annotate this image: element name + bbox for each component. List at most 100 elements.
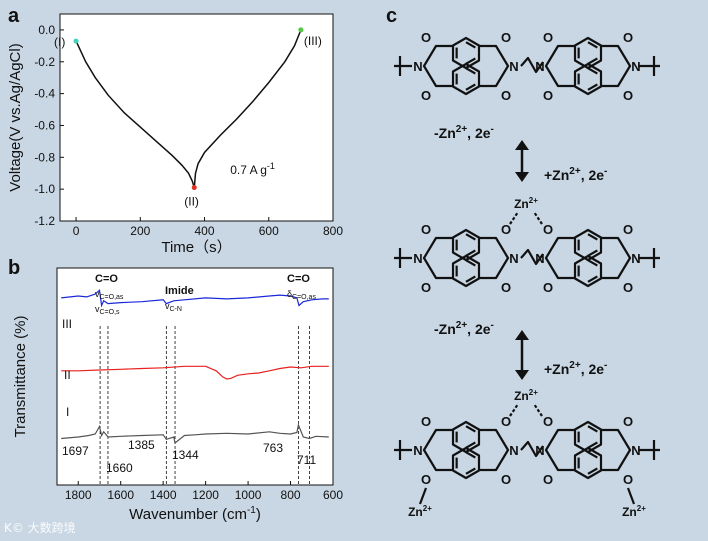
ndi-ring-bottom-1-1 xyxy=(573,254,603,288)
ndi-ring-bottom-2-0-double-bond xyxy=(465,451,476,459)
imide-right-1-0 xyxy=(479,236,510,280)
y-tick-label-a: -0.4 xyxy=(34,87,55,101)
gcd-curve-1 xyxy=(193,29,302,188)
ndi-ring-top-2-0 xyxy=(451,420,481,454)
panel-letter-a: a xyxy=(8,5,20,27)
peak-label-711: 711 xyxy=(297,453,316,467)
curve-label-III: III xyxy=(62,317,72,331)
group-mode-2-0: δC=O,as xyxy=(287,289,316,301)
nitrogen-atom: N xyxy=(631,251,640,266)
imide-left-0-1 xyxy=(544,44,575,88)
polymer-bracket-right-0 xyxy=(638,56,660,76)
ndi-ring-top-2-1 xyxy=(573,420,603,454)
ndi-ring-top-1-0 xyxy=(451,228,481,262)
oxygen-atom: O xyxy=(501,222,511,237)
imide-right-0-1 xyxy=(601,44,632,88)
imide-right-1-1 xyxy=(601,236,632,280)
nitrogen-atom: N xyxy=(413,443,422,458)
annotation-III: (III) xyxy=(304,34,322,48)
redox-arrow-2-head-up xyxy=(515,330,529,340)
redox-arrow-2-head-down xyxy=(515,370,529,380)
plot-area-a xyxy=(59,13,334,222)
ndi-ring-top-1-1-double-bond xyxy=(587,233,598,241)
ftir-curve-II xyxy=(61,365,329,380)
ndi-ring-top-2-0-double-bond xyxy=(465,441,476,449)
ndi-ring-bottom-1-0 xyxy=(451,254,481,288)
x-axis-title-a: Time（s） xyxy=(161,239,231,256)
peak-label-763: 763 xyxy=(263,441,283,455)
plot-area-b xyxy=(56,267,334,486)
imide-left-2-0 xyxy=(422,428,453,472)
watermark: K© 大数跨境 xyxy=(4,521,76,535)
oxygen-atom: O xyxy=(543,30,553,45)
group-title-0: C=O xyxy=(95,273,118,285)
redox-arrow-1-head-down xyxy=(515,172,529,182)
y-tick-label-a: -1.0 xyxy=(34,182,55,196)
oxygen-atom: O xyxy=(421,30,431,45)
panel-letter-c: c xyxy=(386,5,397,27)
x-tick-label-a: 200 xyxy=(130,224,150,238)
nitrogen-atom: N xyxy=(413,59,422,74)
x-tick-label-b: 1000 xyxy=(235,488,262,502)
current-density-label: 0.7 A g-1 xyxy=(230,161,275,177)
oxygen-atom: O xyxy=(623,472,633,487)
ndi-ring-top-2-1-double-bond xyxy=(587,441,598,449)
y-axis-title-a: Voltage(V vs.Ag/AgCl) xyxy=(7,43,24,191)
ethylene-linker-2 xyxy=(520,440,544,458)
curve-marker-2 xyxy=(298,27,304,33)
peak-label-1660: 1660 xyxy=(106,461,133,475)
ftir-curve-III xyxy=(61,289,329,308)
imide-left-1-1 xyxy=(544,236,575,280)
zn-o-bond xyxy=(418,487,428,505)
group-mode-1-0: vC-N xyxy=(165,301,182,313)
reaction-label-step1-left: -Zn2+, 2e- xyxy=(434,124,494,141)
x-tick-label-b: 1800 xyxy=(65,488,92,502)
x-tick-label-b: 600 xyxy=(323,488,343,502)
ndi-ring-bottom-1-0-double-bond xyxy=(465,259,476,267)
redox-arrow-1-head-up xyxy=(515,140,529,150)
coordination-bond xyxy=(509,403,519,417)
peak-label-1697: 1697 xyxy=(62,444,89,458)
reaction-label-step1-right: +Zn2+, 2e- xyxy=(544,166,607,183)
group-mode-0-1: vC=O,s xyxy=(95,304,120,316)
ndi-ring-bottom-1-1-double-bond xyxy=(587,259,598,267)
peak-label-1344: 1344 xyxy=(172,448,199,462)
nitrogen-atom: N xyxy=(509,443,518,458)
y-tick-label-a: -1.2 xyxy=(34,214,55,228)
group-mode-0-0: vC=O,as xyxy=(95,289,124,301)
oxygen-atom: O xyxy=(501,88,511,103)
y-tick-label-a: -0.6 xyxy=(34,118,55,132)
ndi-ring-top-0-1-double-bond xyxy=(587,41,598,49)
ndi-ring-bottom-0-1-double-bond xyxy=(587,83,598,91)
ndi-ring-bottom-2-1 xyxy=(573,446,603,480)
x-tick-label-b: 800 xyxy=(281,488,301,502)
zinc-ion-left-2: Zn2+ xyxy=(408,504,432,519)
coordination-bond xyxy=(509,211,519,225)
oxygen-atom: O xyxy=(543,88,553,103)
oxygen-atom: O xyxy=(421,414,431,429)
x-tick-label-a: 600 xyxy=(259,224,279,238)
oxygen-atom: O xyxy=(623,280,633,295)
x-axis-title-b: Wavenumber (cm-1) xyxy=(129,505,261,523)
ndi-ring-bottom-2-0-double-bond xyxy=(465,467,476,475)
panel-letter-b: b xyxy=(8,257,20,279)
x-tick-label-b: 1600 xyxy=(107,488,134,502)
peak-label-1385: 1385 xyxy=(128,438,155,452)
x-tick-label-a: 0 xyxy=(73,224,80,238)
oxygen-atom: O xyxy=(623,30,633,45)
ndi-ring-bottom-2-0 xyxy=(451,446,481,480)
ndi-ring-top-1-1-double-bond xyxy=(587,249,598,257)
oxygen-atom: O xyxy=(543,414,553,429)
ethylene-linker-0 xyxy=(520,56,544,74)
oxygen-atom: O xyxy=(501,414,511,429)
oxygen-atom: O xyxy=(543,222,553,237)
imide-right-0-0 xyxy=(479,44,510,88)
imide-left-0-0 xyxy=(422,44,453,88)
ndi-ring-bottom-2-1-double-bond xyxy=(587,467,598,475)
ndi-ring-top-0-1-double-bond xyxy=(587,57,598,65)
curve-label-II: II xyxy=(64,368,71,382)
nitrogen-atom: N xyxy=(509,59,518,74)
oxygen-atom: O xyxy=(421,472,431,487)
ndi-ring-bottom-0-0-double-bond xyxy=(465,83,476,91)
ethylene-linker-1 xyxy=(520,248,544,266)
